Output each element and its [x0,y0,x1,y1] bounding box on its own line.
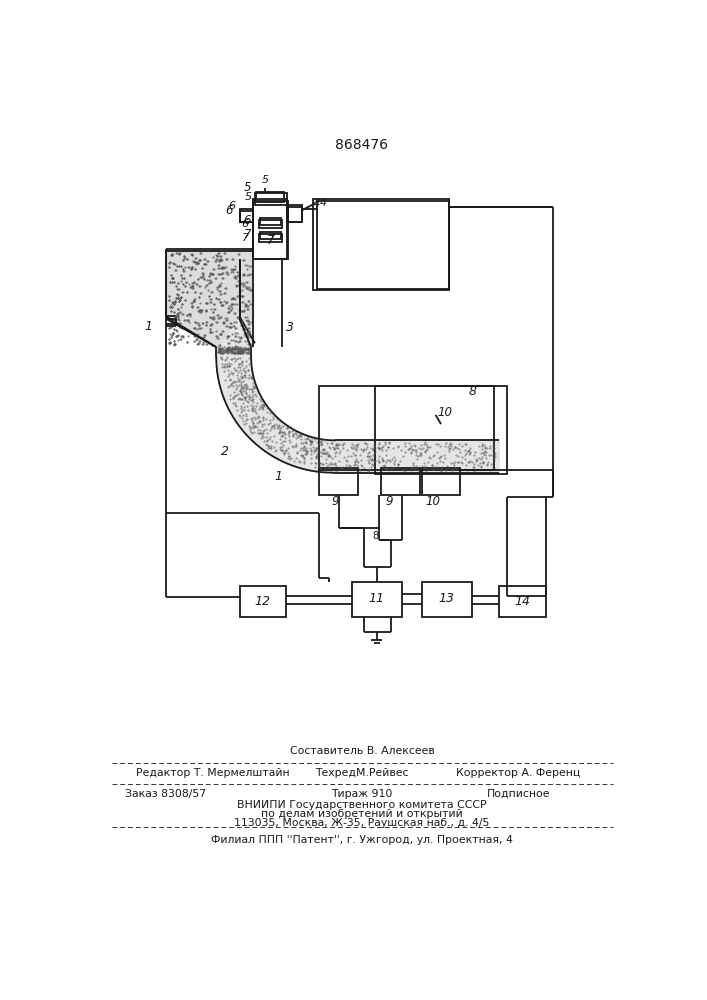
Text: 4: 4 [313,197,321,210]
Text: 5: 5 [262,175,269,185]
Text: 113035, Москва, Ж-35, Раушская наб., д. 4/5: 113035, Москва, Ж-35, Раушская наб., д. … [234,818,490,828]
Text: 1: 1 [144,320,152,333]
Polygon shape [168,251,252,347]
Bar [313,199,449,290]
Text: ТехредМ.Рейвес: ТехредМ.Рейвес [315,768,409,778]
Text: 6: 6 [244,214,251,227]
Bar [259,232,281,239]
Bar [253,199,287,259]
Bar [287,205,303,222]
Text: 10: 10 [437,406,452,419]
Text: 7: 7 [244,228,251,241]
Text: ВНИИПИ Государственного комитета СССР: ВНИИПИ Государственного комитета СССР [237,800,486,810]
Text: Заказ 8308/57: Заказ 8308/57 [125,789,206,799]
Bar [288,207,303,222]
Text: 9: 9 [331,495,339,508]
Bar [256,192,284,202]
Bar [253,201,288,259]
Text: по делам изобретений и открытий: по делам изобретений и открытий [261,809,463,819]
Polygon shape [216,347,499,473]
Text: Корректор А. Ференц: Корректор А. Ференц [457,768,580,778]
Text: Редактор Т. Мермелштайн: Редактор Т. Мермелштайн [136,768,289,778]
Text: 14: 14 [515,595,530,608]
Polygon shape [168,251,255,347]
Bar [381,468,420,495]
Text: 7: 7 [268,234,275,244]
Text: 6: 6 [228,201,235,211]
Bar [259,220,282,228]
Bar [320,468,358,495]
Text: Филиал ППП ''Патент'', г. Ужгород, ул. Проектная, 4: Филиал ППП ''Патент'', г. Ужгород, ул. П… [211,835,513,845]
Text: 8: 8 [372,531,378,541]
Text: 7: 7 [267,234,274,247]
Bar [259,234,282,242]
Bar [259,218,281,225]
Text: 868476: 868476 [335,138,388,152]
Text: 7: 7 [242,233,249,243]
Text: 10: 10 [426,495,440,508]
Bar [240,586,286,617]
Text: Тираж 910: Тираж 910 [332,789,392,799]
Text: 6: 6 [225,204,233,217]
Bar [421,582,472,617]
Text: 3: 3 [286,321,294,334]
Text: 8: 8 [468,385,476,398]
Text: Составитель В. Алексеев: Составитель В. Алексеев [290,746,434,756]
Text: 6: 6 [242,219,249,229]
Text: 1: 1 [274,470,282,483]
Text: 4: 4 [320,198,327,208]
Bar [255,193,287,205]
Bar [240,209,253,222]
Bar [317,201,449,289]
Text: Подписное: Подписное [486,789,550,799]
Text: 11: 11 [368,592,385,605]
Bar [499,586,546,617]
Bar [320,386,493,470]
Text: 12: 12 [255,595,271,608]
Bar [352,582,402,617]
Text: 5: 5 [245,192,252,202]
Bar [240,211,253,222]
Bar [421,468,460,495]
Text: 2: 2 [221,445,230,458]
Text: 5: 5 [244,181,251,194]
Bar [375,386,507,474]
Text: 9: 9 [385,495,392,508]
Text: 13: 13 [438,592,455,605]
